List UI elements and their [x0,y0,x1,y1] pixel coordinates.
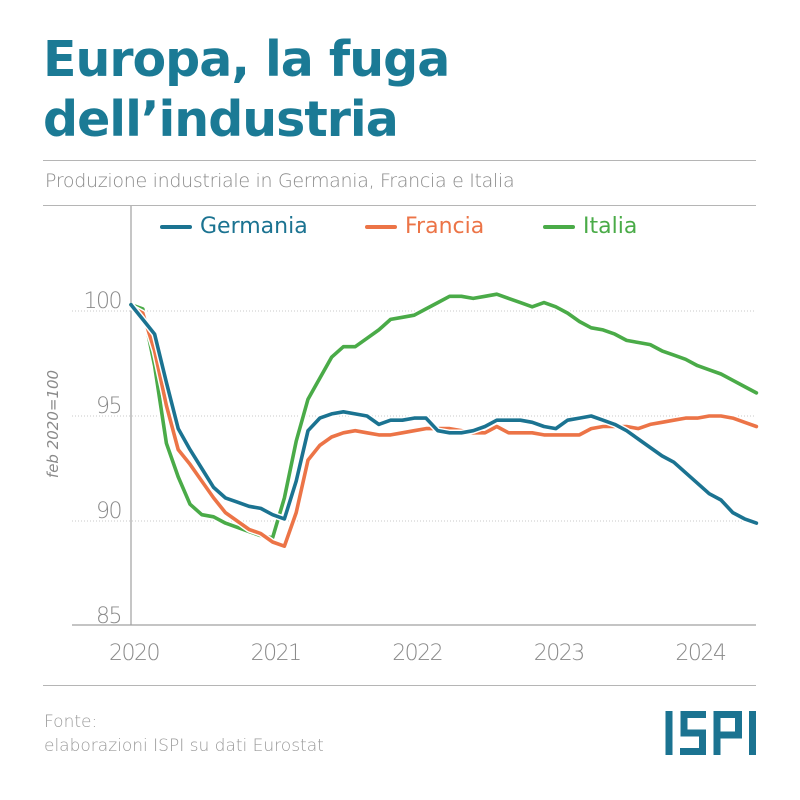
y-tick-label: 90 [96,499,121,524]
x-tick-label: 2022 [392,641,442,666]
legend-item-francia: Francia [365,214,484,239]
logo-letter-p [713,711,742,755]
series-line-germania [129,302,759,525]
legend-swatch-germania [160,224,192,229]
header-divider [43,160,756,161]
y-tick-label: 100 [84,289,122,314]
chart-title: Europa, la fuga dell’industria [43,30,743,150]
title-line-2: dell’industria [43,91,399,148]
legend-item-germania: Germania [160,214,308,239]
x-tick-label: 2021 [251,641,301,666]
chart-subtitle: Produzione industriale in Germania, Fran… [45,170,515,192]
legend-label-italia: Italia [583,214,638,239]
ispi-logo: ISPI [665,711,756,755]
series-halo-germania [128,302,758,527]
source-text: elaborazioni ISPI su dati Eurostat [44,736,324,756]
legend-label-germania: Germania [200,214,308,239]
x-tick-label: 2020 [109,641,159,666]
x-tick-label: 2023 [534,641,584,666]
source-note: Fonte: elaborazioni ISPI su dati Eurosta… [44,710,324,758]
legend-item-italia: Italia [543,214,637,239]
logo-letter-s [680,711,706,755]
series-halo-italia [129,290,758,542]
y-axis-label: feb 2020=100 [44,369,62,479]
legend-swatch-italia [543,224,575,229]
title-line-1: Europa, la fuga [43,31,450,88]
chart-top-divider [43,205,756,206]
legend-swatch-francia [365,224,397,229]
series-lines [128,290,759,550]
legend-label-francia: Francia [405,214,485,239]
source-label: Fonte: [44,712,98,732]
x-tick-label: 2024 [675,641,725,666]
series-line-italia [129,292,759,540]
footer-divider [43,685,756,686]
y-tick-label: 95 [96,394,121,419]
